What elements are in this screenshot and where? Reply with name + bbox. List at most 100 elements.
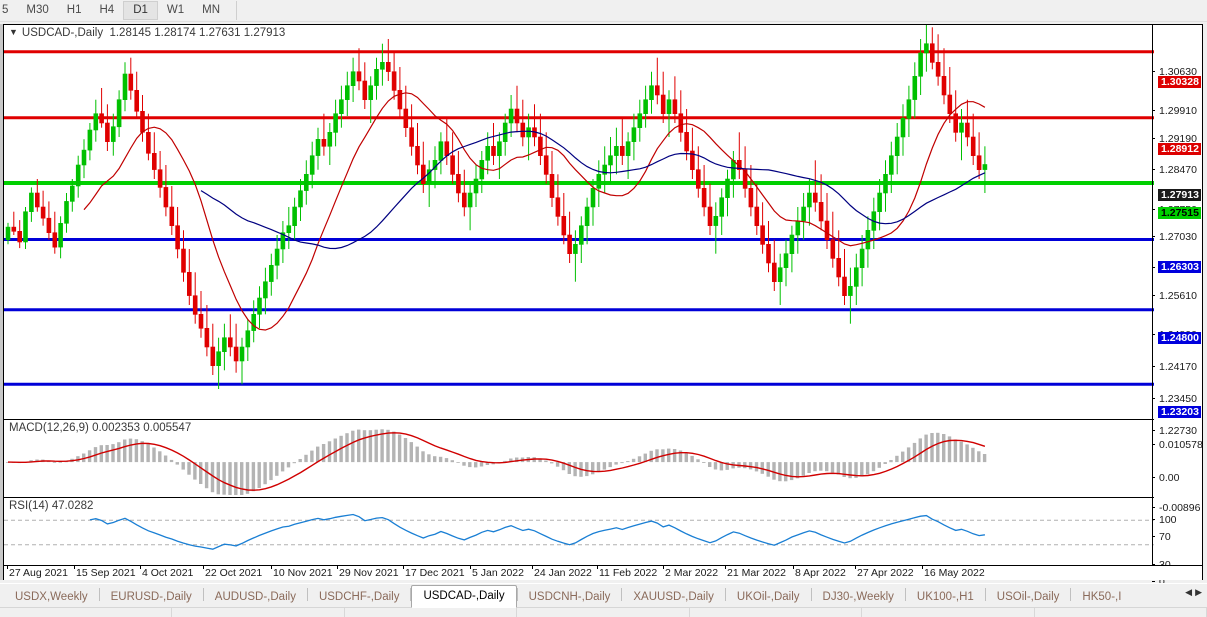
candle-body bbox=[122, 73, 128, 101]
date-axis-label: 27 Aug 2021 bbox=[9, 567, 68, 579]
symbol-tab-dj30--weekly[interactable]: DJ30-,Weekly bbox=[822, 591, 894, 603]
tab-scroll-arrows[interactable]: ◀▶ bbox=[1185, 587, 1205, 597]
symbol-tab-usdcnh--daily[interactable]: USDCNH-,Daily bbox=[528, 591, 611, 603]
candle-body bbox=[502, 122, 508, 143]
timeframe-button-mn[interactable]: MN bbox=[202, 4, 221, 16]
candle-body bbox=[344, 85, 350, 101]
date-tick-mark bbox=[597, 566, 598, 569]
candle-body bbox=[233, 346, 239, 362]
candle-body bbox=[900, 118, 906, 138]
timeframe-button-w1[interactable]: W1 bbox=[166, 4, 185, 16]
candle-body bbox=[409, 127, 414, 147]
rsi-canvas[interactable] bbox=[4, 498, 1154, 565]
symbol-tabs: USDX,Weekly EURUSD-,Daily AUDUSD-,Daily USD… bbox=[4, 584, 1132, 608]
price-axis-tick: 100 bbox=[1152, 515, 1177, 526]
price-axis-tick-label: 70 bbox=[1159, 531, 1171, 543]
timeframe-button-d1[interactable]: D1 bbox=[123, 1, 158, 20]
timeframe-button-h4[interactable]: H4 bbox=[99, 4, 115, 16]
macd-histogram-bar bbox=[58, 461, 62, 463]
collapse-caret-icon[interactable]: ▼ bbox=[9, 27, 18, 37]
macd-pane[interactable]: MACD(12,26,9) 0.002353 0.005547 bbox=[4, 419, 1154, 496]
timeframe-button-5[interactable]: 5 bbox=[2, 4, 9, 16]
macd-histogram-bar bbox=[105, 445, 109, 463]
symbol-tab-xauusd--daily[interactable]: XAUUSD-,Daily bbox=[633, 591, 714, 603]
chart-left-scroll-gutter[interactable] bbox=[0, 24, 3, 580]
symbol-tab-uk100--h1[interactable]: UK100-,H1 bbox=[916, 591, 974, 603]
macd-histogram-bar bbox=[327, 441, 332, 463]
symbol-tab-usoil--daily[interactable]: USOil-,Daily bbox=[996, 591, 1060, 603]
candle-body bbox=[836, 258, 842, 278]
macd-histogram-bar bbox=[316, 446, 320, 463]
date-axis-label: 17 Dec 2021 bbox=[405, 567, 465, 579]
date-axis-label: 2 Mar 2022 bbox=[665, 567, 719, 579]
candle-body bbox=[52, 232, 58, 248]
price-level-label-red[interactable]: 1.30328 bbox=[1158, 76, 1201, 88]
candle-body bbox=[327, 132, 333, 147]
price-level-label-blue[interactable]: 1.23203 bbox=[1158, 406, 1201, 418]
candle-body bbox=[713, 216, 719, 226]
price-level-label-red[interactable]: 1.28912 bbox=[1158, 143, 1201, 155]
candle-body bbox=[204, 327, 210, 348]
candle-body bbox=[321, 139, 327, 147]
macd-histogram-bar bbox=[292, 462, 296, 464]
price-axis-tick-label: 1.28470 bbox=[1159, 164, 1197, 176]
symbol-tab-usdchf--daily[interactable]: USDCHF-,Daily bbox=[318, 591, 400, 603]
price-candlestick-canvas[interactable] bbox=[4, 25, 1154, 417]
candle-body bbox=[303, 174, 309, 191]
candle-body bbox=[982, 164, 988, 170]
candle-body bbox=[292, 206, 297, 227]
candle-body bbox=[678, 113, 684, 133]
symbol-tab-ukoil--daily[interactable]: UKOil-,Daily bbox=[736, 591, 800, 603]
candle-body bbox=[555, 197, 561, 217]
timeframe-button-h1[interactable]: H1 bbox=[66, 4, 82, 16]
macd-histogram-bar bbox=[602, 462, 607, 470]
candle-body bbox=[152, 153, 157, 170]
symbol-tab-audusd--daily[interactable]: AUDUSD-,Daily bbox=[214, 591, 296, 603]
candle-body bbox=[538, 136, 543, 157]
axis-tick-mark bbox=[1152, 564, 1155, 565]
macd-histogram-bar bbox=[766, 462, 770, 477]
symbol-tab-hk50--i[interactable]: HK50-,I bbox=[1082, 591, 1122, 603]
price-pane-title[interactable]: ▼ USDCAD-,Daily 1.28145 1.28174 1.27631 1… bbox=[9, 27, 285, 39]
candle-body bbox=[953, 113, 959, 133]
macd-histogram-bar bbox=[479, 462, 484, 467]
macd-histogram-bar bbox=[193, 462, 197, 480]
date-tick-mark bbox=[793, 566, 794, 569]
price-scale[interactable]: 1.306301.299101.291901.284701.277501.270… bbox=[1152, 25, 1204, 588]
price-axis-tick: 1.24170 bbox=[1152, 362, 1197, 373]
rsi-pane[interactable]: RSI(14) 47.0282 bbox=[4, 497, 1154, 566]
candle-body bbox=[444, 141, 450, 156]
macd-histogram-bar bbox=[380, 429, 384, 463]
macd-canvas[interactable] bbox=[4, 420, 1154, 495]
moving-average-fast-line bbox=[83, 92, 986, 331]
macd-histogram-bar bbox=[585, 462, 589, 477]
candle-body bbox=[649, 85, 654, 101]
symbol-tab-usdx-weekly[interactable]: USDX,Weekly bbox=[15, 591, 88, 603]
macd-histogram-bar bbox=[204, 462, 209, 489]
macd-histogram-bar bbox=[199, 462, 203, 484]
price-level-label-blue[interactable]: 1.24800 bbox=[1158, 332, 1201, 344]
price-level-label-blue[interactable]: 1.26303 bbox=[1158, 261, 1201, 273]
timeframe-button-m30[interactable]: M30 bbox=[26, 4, 49, 16]
date-axis-label: 29 Nov 2021 bbox=[339, 567, 399, 579]
symbol-tab-usdcad--daily[interactable]: USDCAD-,Daily bbox=[411, 585, 517, 608]
symbol-tab-eurusd--daily[interactable]: EURUSD-,Daily bbox=[110, 591, 192, 603]
axis-tick-mark bbox=[1152, 581, 1155, 582]
date-axis-label: 16 May 2022 bbox=[924, 567, 985, 579]
candle-body bbox=[924, 43, 929, 54]
price-pane[interactable]: ▼ USDCAD-,Daily 1.28145 1.28174 1.27631 1… bbox=[4, 25, 1154, 417]
date-axis[interactable]: 27 Aug 2021 15 Sep 2021 4 Oct 2021 22 Oct 2… bbox=[4, 565, 1202, 580]
candle-body bbox=[725, 178, 730, 199]
macd-histogram-bar bbox=[836, 462, 841, 475]
macd-signal-line bbox=[7, 432, 986, 491]
price-level-label-green[interactable]: 1.27515 bbox=[1158, 207, 1201, 219]
candle-body bbox=[140, 111, 145, 133]
candle-body bbox=[818, 202, 824, 222]
macd-histogram-bar bbox=[152, 447, 156, 463]
candle-body bbox=[87, 129, 93, 151]
tab-separator bbox=[98, 587, 100, 601]
candle-body bbox=[11, 226, 17, 232]
price-level-label-black[interactable]: 1.27913 bbox=[1158, 189, 1201, 201]
candle-body bbox=[81, 149, 87, 166]
